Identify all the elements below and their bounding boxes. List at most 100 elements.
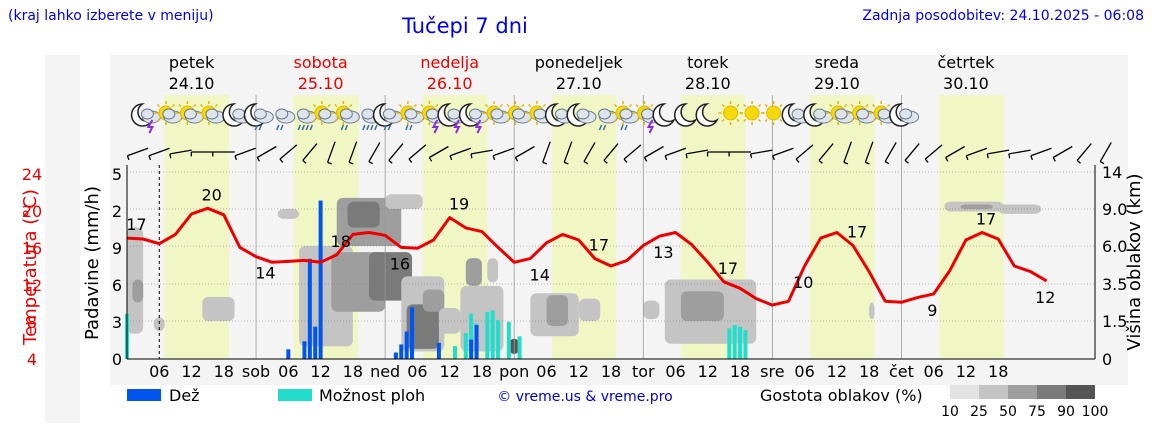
last-update: Zadnja posodobitev: 24.10.2025 - 06:08 <box>862 8 1144 24</box>
wind-barb <box>368 142 381 162</box>
day-date: 28.10 <box>685 74 731 93</box>
sun-icon <box>723 105 739 121</box>
sun-cloud-icon <box>847 101 877 125</box>
credit-link[interactable]: © vreme.us & vreme.pro <box>497 389 672 405</box>
rain-bar <box>404 331 409 359</box>
cloud-icon <box>511 108 525 120</box>
rain-bar <box>399 344 404 359</box>
cloud-height-axis-title: Višina oblakov (km) <box>1124 173 1145 350</box>
cloud-density-block <box>680 291 724 321</box>
shower-bar <box>490 310 495 359</box>
sun-ray <box>736 103 740 108</box>
temperature-label: 19 <box>449 195 469 214</box>
moon-cloud-rain-icon <box>372 103 403 131</box>
rain-drop <box>301 124 306 131</box>
sun-ray <box>178 118 182 123</box>
wind-barb-flag <box>884 160 890 165</box>
cloud-icon <box>576 108 590 120</box>
x-tick-label: 18 <box>343 362 363 381</box>
cloud-density-block <box>546 295 568 327</box>
temperature-axis-title: Temperatura (°C) <box>20 189 41 346</box>
sun-ray <box>413 103 417 108</box>
wind-barb-flag <box>302 159 307 164</box>
precip-axis-title: Padavine (mm/h) <box>82 186 103 340</box>
wind-barb-flag <box>623 158 628 163</box>
rain-bar <box>474 325 479 359</box>
wind-barb <box>818 143 834 161</box>
day-date: 26.10 <box>427 74 473 93</box>
wind-barb <box>1008 149 1031 155</box>
wind-barb <box>348 141 358 163</box>
wind-barb-flag <box>1030 155 1034 161</box>
cloud-density-swatch <box>950 385 979 399</box>
wind-barb-flag <box>664 155 668 161</box>
cloud-icon <box>339 108 353 120</box>
cloud-height-tick: 6.0 <box>1102 237 1127 256</box>
cloud-density-swatch <box>1037 385 1066 399</box>
wind-barb <box>127 147 149 157</box>
x-tick-label: 18 <box>730 362 750 381</box>
temperature-label: 10 <box>793 273 813 292</box>
rain-drop <box>362 124 366 131</box>
cloud-icon <box>425 108 439 120</box>
temperature-label: 9 <box>927 301 937 320</box>
rain-drop <box>624 124 628 131</box>
cloud-icon <box>447 108 461 120</box>
wind-barb-flag <box>449 155 453 161</box>
rain-legend-swatch <box>127 389 161 401</box>
temperature-label: 16 <box>390 254 410 273</box>
x-tick-label: 06 <box>665 362 685 381</box>
sun-ray <box>199 118 204 123</box>
wind-barb <box>408 144 427 160</box>
cloud-icon <box>619 108 633 120</box>
wind-barb <box>234 147 256 157</box>
x-tick-label: ned <box>370 362 400 381</box>
day-name: petek <box>169 53 215 72</box>
rain-drop <box>297 124 302 131</box>
rain-bar <box>410 307 415 359</box>
temperature-label: 20 <box>201 185 221 204</box>
cloud-icon <box>468 108 482 120</box>
sun-ray <box>872 118 876 123</box>
shower-bar <box>469 313 474 359</box>
precip-tick: 3 <box>112 313 122 332</box>
wind-barb <box>492 147 515 157</box>
wind-barb <box>256 145 277 159</box>
x-tick-label: 18 <box>601 362 621 381</box>
temperature-label: 18 <box>331 232 351 251</box>
wind-barb <box>148 147 170 157</box>
shower-bar <box>496 320 501 359</box>
wind-barb <box>864 141 874 163</box>
region-menu-hint[interactable]: (kraj lahko izberete v meniju) <box>8 8 214 24</box>
sun-ray <box>527 118 532 123</box>
wind-barb-flag <box>126 155 130 161</box>
moon-icon <box>674 103 698 127</box>
cloud-density-tick: 75 <box>1028 404 1046 420</box>
temperature-tick: 16 <box>22 239 42 258</box>
wind-barb <box>987 149 1010 155</box>
shower-bar <box>727 328 732 359</box>
wind-barb <box>843 141 852 163</box>
wind-barb <box>884 142 897 162</box>
precip-tick: 0 <box>112 350 122 369</box>
cloud-icon <box>813 108 827 120</box>
shower-bar <box>732 325 737 359</box>
sun-ray <box>178 103 182 108</box>
wind-barb-flag <box>279 158 284 163</box>
cloud-density-tick: 100 <box>1082 404 1109 420</box>
wind-barb-flag <box>428 157 433 162</box>
x-tick-label: tor <box>632 362 655 381</box>
page-title: Tučepi 7 dni <box>402 14 528 38</box>
temperature-tick: 24 <box>22 165 42 184</box>
sun-ray <box>499 103 503 108</box>
left-axis-panel <box>45 55 80 423</box>
precip-tick: 5 <box>112 165 122 184</box>
rain-bar <box>307 258 312 359</box>
rain-drop <box>276 124 280 131</box>
x-tick-label: 06 <box>794 362 814 381</box>
x-tick-label: čet <box>889 362 914 381</box>
moon-icon <box>652 103 676 127</box>
rain-drop <box>305 124 310 131</box>
x-tick-label: sre <box>760 362 784 381</box>
sun-ray <box>613 103 618 108</box>
